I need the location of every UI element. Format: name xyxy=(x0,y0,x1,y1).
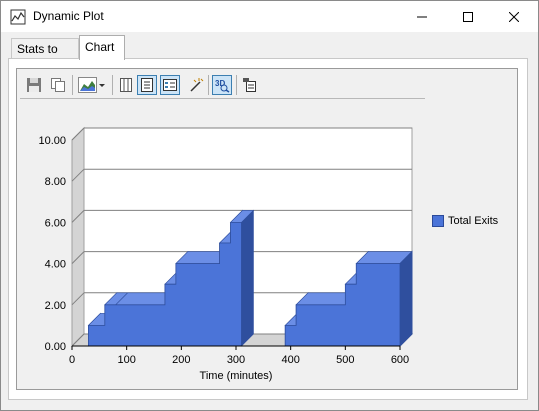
x-tick-label: 500 xyxy=(336,354,354,366)
gridline-depth xyxy=(71,251,85,264)
line-chart-app-icon xyxy=(10,9,26,25)
chart-type-dropdown[interactable] xyxy=(77,75,107,95)
gridline-depth xyxy=(71,168,85,182)
toolbar-separator xyxy=(72,75,73,95)
3d-view-icon: 3D xyxy=(215,79,230,93)
chart-toolbar: 3D xyxy=(20,72,425,99)
copy-button[interactable] xyxy=(48,75,68,95)
data-editor-icon xyxy=(163,79,177,91)
legend-icon xyxy=(141,78,153,92)
x-tick-label: 400 xyxy=(281,354,299,366)
legend-swatch-total-exits xyxy=(432,215,444,227)
maximize-button[interactable] xyxy=(445,1,491,32)
y-tick-label: 4.00 xyxy=(45,259,66,271)
series-top-face xyxy=(241,209,254,347)
x-tick-label: 0 xyxy=(69,354,75,366)
properties-icon xyxy=(243,78,256,92)
gridline-depth xyxy=(71,127,85,141)
series-side-face xyxy=(399,250,413,348)
title-bar[interactable]: Dynamic Plot xyxy=(1,1,538,32)
toolbar-separator xyxy=(208,75,209,95)
x-axis-label: Time (minutes) xyxy=(200,370,273,382)
properties-button[interactable] xyxy=(240,75,260,95)
left-wall xyxy=(71,126,85,348)
gridline-depth xyxy=(71,210,85,223)
x-tick-label: 200 xyxy=(172,354,190,366)
y-tick-label: 8.00 xyxy=(45,176,66,188)
y-tick-label: 10.00 xyxy=(38,135,66,147)
tab-chart[interactable]: Chart xyxy=(79,35,125,60)
data-grid-icon xyxy=(120,78,132,92)
x-tick-label: 100 xyxy=(117,354,135,366)
3d-view-toggle-button[interactable]: 3D xyxy=(212,75,232,95)
minimize-icon xyxy=(417,16,427,17)
series-area-total-exits xyxy=(72,221,401,347)
tab-strip: Stats to Plot Chart xyxy=(1,32,538,76)
gridline-depth xyxy=(71,292,85,306)
x-tick-label: 600 xyxy=(391,354,409,366)
close-button[interactable] xyxy=(491,1,537,32)
copy-icon xyxy=(51,78,65,92)
wizard-button[interactable] xyxy=(186,75,206,95)
toolbar-separator xyxy=(236,75,237,95)
legend-toggle-button[interactable] xyxy=(137,75,157,95)
toolbar-separator xyxy=(112,75,113,95)
minimize-button[interactable] xyxy=(399,1,445,32)
chart-type-icon xyxy=(78,77,105,93)
x-tick-label: 300 xyxy=(227,354,245,366)
gridline-depth xyxy=(71,333,85,347)
svg-text:3D: 3D xyxy=(215,79,225,88)
wizard-icon xyxy=(190,78,204,92)
y-tick-label: 0.00 xyxy=(45,341,66,353)
chart-legend: Total Exits xyxy=(432,215,498,227)
save-icon xyxy=(27,78,41,92)
y-tick-label: 2.00 xyxy=(45,300,66,312)
window-title: Dynamic Plot xyxy=(33,9,104,23)
legend-label-total-exits: Total Exits xyxy=(448,215,499,227)
data-grid-button[interactable] xyxy=(116,75,136,95)
maximize-icon xyxy=(463,11,473,22)
data-editor-toggle-button[interactable] xyxy=(160,75,180,95)
y-tick-label: 6.00 xyxy=(45,217,66,229)
close-icon xyxy=(509,11,519,22)
save-button[interactable] xyxy=(24,75,44,95)
